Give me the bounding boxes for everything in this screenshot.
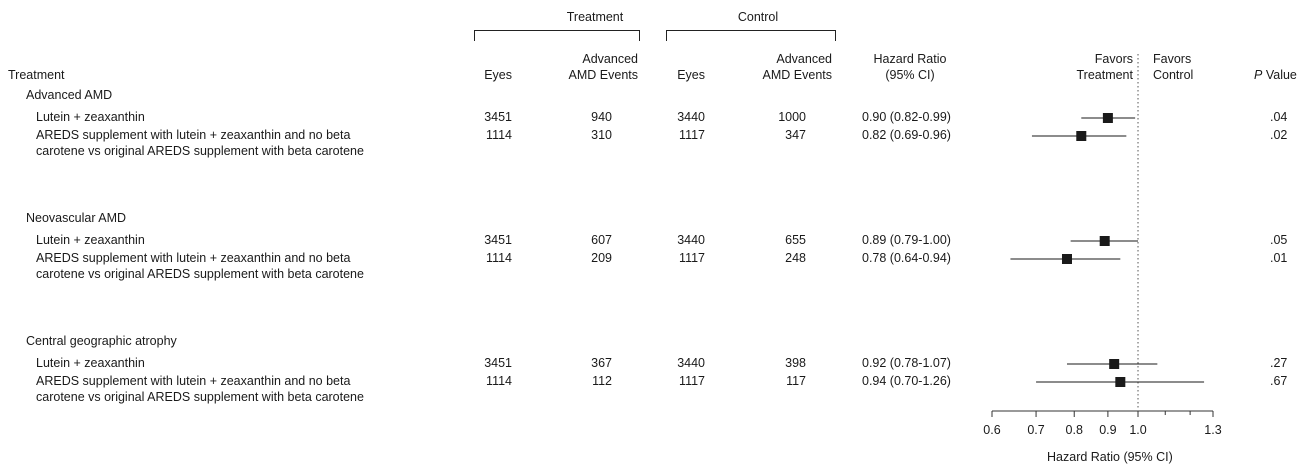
- cell-eyes-control: 3440: [677, 233, 705, 247]
- header-p-value: P Value: [1254, 68, 1297, 83]
- row-label: AREDS supplement with lutein + zeaxanthi…: [36, 128, 351, 142]
- x-tick-label: 0.9: [1099, 423, 1116, 437]
- cell-eyes-treatment: 1114: [486, 128, 512, 142]
- cell-events-treatment: 367: [591, 356, 612, 370]
- cell-eyes-treatment: 3451: [484, 110, 512, 124]
- row-label: AREDS supplement with lutein + zeaxanthi…: [36, 374, 351, 388]
- cell-events-control: 347: [785, 128, 806, 142]
- header-favors-control-l1: Favors: [1153, 52, 1192, 66]
- header-p-italic: P: [1254, 68, 1263, 82]
- header-p-rest: Value: [1265, 68, 1297, 82]
- cell-p-value: .67: [1270, 374, 1288, 388]
- header-hr-l2: (95% CI): [885, 68, 935, 82]
- cell-eyes-treatment: 3451: [484, 356, 512, 370]
- cell-p-value: .02: [1270, 128, 1288, 142]
- section-title: Neovascular AMD: [26, 211, 127, 225]
- header-favors-treatment-l1: Favors: [1094, 52, 1133, 66]
- cell-hazard-ratio: 0.78 (0.64-0.94): [862, 251, 951, 265]
- cell-hazard-ratio: 0.94 (0.70-1.26): [862, 374, 951, 388]
- cell-events-control: 117: [786, 374, 806, 388]
- x-axis-label: Hazard Ratio (95% CI): [1047, 450, 1173, 464]
- header-treatment: Treatment: [8, 68, 65, 82]
- cell-hazard-ratio: 0.92 (0.78-1.07): [862, 356, 951, 370]
- header-events-treatment-l1: Advanced: [582, 52, 638, 66]
- group-bracket-treatment: [474, 30, 640, 41]
- cell-eyes-treatment: 1114: [486, 374, 512, 388]
- cell-eyes-control: 1117: [679, 251, 705, 265]
- cell-events-treatment: 940: [591, 110, 612, 124]
- cell-events-control: 655: [785, 233, 806, 247]
- header-favors-control-l2: Control: [1153, 68, 1194, 82]
- cell-eyes-treatment: 1114: [486, 251, 512, 265]
- hr-marker: [1099, 236, 1110, 246]
- cell-eyes-control: 1117: [679, 374, 705, 388]
- cell-hazard-ratio: 0.90 (0.82-0.99): [862, 110, 951, 124]
- hr-marker: [1076, 131, 1087, 141]
- hr-marker: [1115, 377, 1126, 387]
- cell-p-value: .01: [1270, 251, 1288, 265]
- cell-eyes-control: 3440: [677, 356, 705, 370]
- cell-p-value: .04: [1270, 110, 1288, 124]
- cell-eyes-control: 1117: [679, 128, 705, 142]
- header-eyes-treatment: Eyes: [484, 68, 512, 82]
- cell-eyes-treatment: 3451: [484, 233, 512, 247]
- cell-eyes-control: 3440: [677, 110, 705, 124]
- cell-hazard-ratio: 0.82 (0.69-0.96): [862, 128, 951, 142]
- header-events-control-l1: Advanced: [776, 52, 832, 66]
- section-title: Central geographic atrophy: [26, 334, 177, 348]
- row-label: carotene vs original AREDS supplement wi…: [36, 390, 364, 404]
- cell-events-control: 398: [785, 356, 806, 370]
- cell-events-treatment: 310: [591, 128, 612, 142]
- row-label: Lutein + zeaxanthin: [36, 356, 145, 370]
- header-events-treatment-l2: AMD Events: [568, 68, 638, 82]
- x-tick-label: 0.8: [1066, 423, 1083, 437]
- header-eyes-control: Eyes: [677, 68, 705, 82]
- cell-events-treatment: 607: [591, 233, 612, 247]
- row-label: carotene vs original AREDS supplement wi…: [36, 267, 364, 281]
- cell-events-treatment: 209: [591, 251, 612, 265]
- x-tick-label: 0.7: [1027, 423, 1044, 437]
- cell-events-control: 248: [785, 251, 806, 265]
- header-hr-l1: Hazard Ratio: [873, 52, 947, 66]
- cell-events-control: 1000: [778, 110, 806, 124]
- cell-p-value: .05: [1270, 233, 1288, 247]
- cell-p-value: .27: [1270, 356, 1288, 370]
- group-title-treatment: Treatment: [566, 10, 624, 24]
- section-title: Advanced AMD: [26, 88, 113, 102]
- row-label: Lutein + zeaxanthin: [36, 110, 145, 124]
- header-favors-treatment-l2: Treatment: [1076, 68, 1133, 82]
- hr-marker: [1102, 113, 1113, 123]
- cell-hazard-ratio: 0.89 (0.79-1.00): [862, 233, 951, 247]
- hr-marker: [1109, 359, 1120, 369]
- header-events-control-l2: AMD Events: [762, 68, 832, 82]
- x-tick-label: 1.0: [1129, 423, 1146, 437]
- cell-events-treatment: 112: [592, 374, 612, 388]
- group-title-control: Control: [737, 10, 779, 24]
- row-label: Lutein + zeaxanthin: [36, 233, 145, 247]
- x-tick-label: 0.6: [983, 423, 1000, 437]
- row-label: AREDS supplement with lutein + zeaxanthi…: [36, 251, 351, 265]
- x-tick-label: 1.3: [1204, 423, 1221, 437]
- hr-marker: [1061, 254, 1072, 264]
- group-bracket-control: [666, 30, 836, 41]
- row-label: carotene vs original AREDS supplement wi…: [36, 144, 364, 158]
